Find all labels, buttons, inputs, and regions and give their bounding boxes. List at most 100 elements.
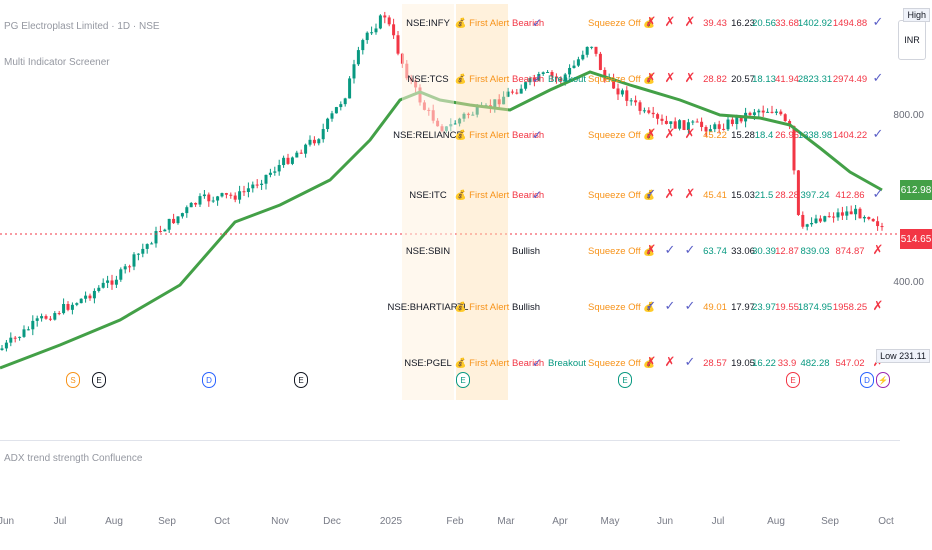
candle-body bbox=[849, 211, 853, 215]
candle-body bbox=[290, 157, 294, 164]
cell-trend: Bullish bbox=[512, 302, 540, 313]
candle-body bbox=[370, 32, 374, 34]
candle-body bbox=[356, 50, 360, 65]
cell-v4: 33.9 bbox=[778, 358, 797, 369]
candle-body bbox=[211, 200, 215, 202]
cell-trend-mark: ✓ bbox=[532, 188, 542, 202]
candle-body bbox=[616, 88, 620, 95]
candle-body bbox=[568, 67, 572, 75]
candle-body bbox=[251, 184, 255, 189]
candle-body bbox=[172, 218, 176, 224]
candle-body bbox=[387, 17, 391, 25]
candle-body bbox=[678, 120, 682, 129]
candle-body bbox=[739, 116, 743, 122]
cell-alert: 💰 First Alert bbox=[455, 73, 510, 85]
event-marker[interactable]: E bbox=[618, 372, 632, 388]
candle-body bbox=[198, 196, 202, 205]
event-marker[interactable]: S bbox=[66, 372, 80, 388]
time-axis-label: 2025 bbox=[379, 516, 403, 527]
candle-body bbox=[510, 91, 514, 93]
cell-check-2: ✓ bbox=[665, 298, 676, 313]
moving-average-line bbox=[0, 70, 883, 370]
candle-body bbox=[854, 208, 858, 215]
candle-body bbox=[700, 121, 704, 128]
cell-symbol: NSE:RELIANCE bbox=[393, 130, 463, 141]
candle-body bbox=[620, 90, 624, 95]
cell-trend: Bearish bbox=[512, 190, 544, 201]
candle-body bbox=[268, 172, 272, 175]
candle-body bbox=[735, 116, 739, 125]
candle-body bbox=[374, 28, 378, 33]
candle-body bbox=[238, 191, 242, 200]
cell-v3: 30.39 bbox=[752, 246, 776, 257]
candle-body bbox=[752, 112, 756, 116]
candle-body bbox=[871, 219, 875, 222]
candle-body bbox=[70, 304, 74, 310]
candle-body bbox=[66, 303, 70, 310]
candle-body bbox=[189, 202, 193, 208]
candle-body bbox=[673, 121, 677, 129]
cell-v1: 28.57 bbox=[703, 358, 727, 369]
candle-body bbox=[766, 111, 770, 113]
price-chart[interactable]: NSE:INFY 💰 First Alert Bearish Squeeze Off … bbox=[0, 0, 900, 440]
cell-trend-mark: ✓ bbox=[532, 16, 542, 30]
event-marker[interactable]: E bbox=[294, 372, 308, 388]
adx-pane-title: ADX trend strength Confluence bbox=[4, 453, 143, 464]
candle-body bbox=[97, 287, 101, 291]
candle-body bbox=[708, 129, 712, 132]
candle-body bbox=[48, 318, 52, 320]
candle-body bbox=[119, 269, 123, 280]
cell-v1: 45.41 bbox=[703, 190, 727, 201]
candle-body bbox=[22, 329, 26, 337]
candle-body bbox=[26, 329, 30, 331]
time-axis-label: Mar bbox=[497, 516, 515, 527]
event-marker[interactable]: E bbox=[786, 372, 800, 388]
candle-body bbox=[255, 184, 259, 186]
candle-body bbox=[801, 214, 805, 227]
event-marker[interactable]: D bbox=[202, 372, 216, 388]
candle-body bbox=[458, 118, 462, 124]
candle-body bbox=[154, 231, 158, 244]
event-marker[interactable]: ⚡ bbox=[876, 372, 890, 388]
candle-body bbox=[691, 121, 695, 123]
cell-end: ✓ bbox=[873, 186, 884, 201]
candle-body bbox=[818, 218, 822, 222]
time-axis-label: Jul bbox=[53, 516, 67, 527]
candle-body bbox=[827, 216, 831, 218]
candle-body bbox=[339, 104, 343, 108]
event-marker[interactable]: E bbox=[92, 372, 106, 388]
cell-check-3: ✗ bbox=[685, 14, 696, 29]
candle-body bbox=[277, 165, 281, 172]
indicator-title: Multi Indicator Screener bbox=[4, 57, 110, 68]
candle-body bbox=[814, 218, 818, 224]
candle-body bbox=[233, 195, 237, 200]
candle-body bbox=[471, 114, 475, 116]
candle-body bbox=[242, 191, 246, 193]
candle-body bbox=[832, 216, 836, 218]
event-marker[interactable]: D bbox=[860, 372, 874, 388]
candle-body bbox=[343, 98, 347, 105]
candle-body bbox=[528, 78, 532, 83]
candle-body bbox=[378, 15, 382, 29]
cell-check-3: ✓ bbox=[685, 298, 696, 313]
cell-check-1: ✗ bbox=[646, 70, 657, 85]
cell-squeeze: Squeeze Off 💰 bbox=[588, 17, 655, 29]
candle-body bbox=[559, 78, 563, 81]
cell-v2: 17.97 bbox=[731, 302, 755, 313]
candle-body bbox=[858, 208, 862, 219]
cell-v5: 2823.31 bbox=[798, 74, 832, 85]
candle-body bbox=[686, 122, 690, 130]
cell-squeeze: Squeeze Off 💰 bbox=[588, 357, 655, 369]
candle-body bbox=[598, 53, 602, 70]
candle-body bbox=[779, 111, 783, 115]
candle-body bbox=[669, 121, 673, 124]
cell-check-2: ✓ bbox=[665, 242, 676, 257]
currency-badge[interactable]: INR bbox=[898, 20, 926, 60]
adx-pane[interactable]: ADX trend strength Confluence bbox=[0, 440, 900, 509]
candle-body bbox=[216, 196, 220, 201]
event-marker[interactable]: E bbox=[456, 372, 470, 388]
time-axis-label: Jun bbox=[0, 516, 15, 527]
candle-body bbox=[506, 91, 510, 97]
candle-body bbox=[638, 102, 642, 111]
candle-body bbox=[537, 73, 541, 81]
